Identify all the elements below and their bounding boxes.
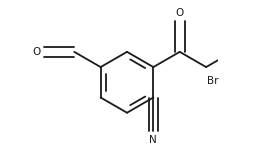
Text: N: N [150,135,157,145]
Text: Br: Br [207,76,218,86]
Text: O: O [176,8,184,18]
Text: O: O [33,47,41,57]
